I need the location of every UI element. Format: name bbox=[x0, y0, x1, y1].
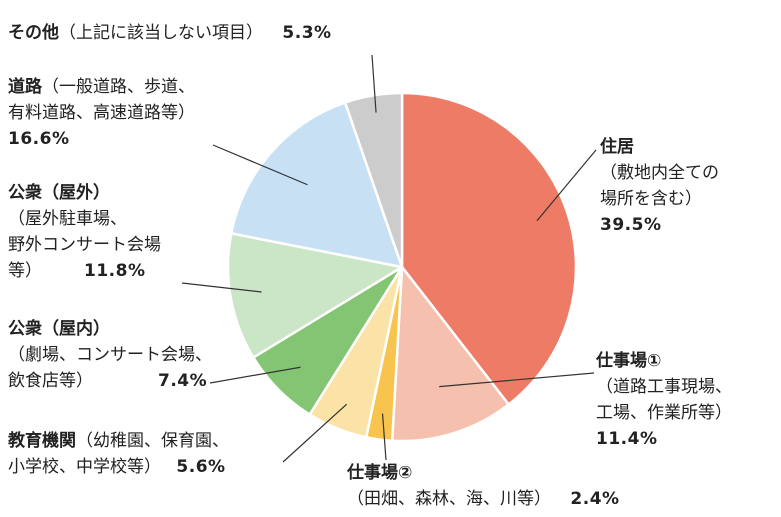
label-residence-name: 住居 bbox=[600, 137, 634, 157]
label-road: 道路（一般道路、歩道、 有料道路、高速道路等） 16.6% bbox=[8, 74, 195, 152]
leader-line-residence bbox=[536, 149, 597, 222]
label-public-outdoor-detail: （屋外駐車場、 野外コンサート会場 等） bbox=[8, 209, 161, 281]
pie-slice-workplace-1 bbox=[390, 265, 510, 443]
label-public-indoor: 公衆（屋内） （劇場、コンサート会場、 飲食店等） 7.4% bbox=[8, 316, 212, 394]
label-road-detail: （一般道路、歩道、 有料道路、高速道路等） bbox=[8, 77, 195, 123]
label-road-line1: 道路（一般道路、歩道、 有料道路、高速道路等） bbox=[8, 74, 195, 126]
label-road-name: 道路 bbox=[8, 77, 42, 97]
label-other-detail: （上記に該当しない項目） bbox=[59, 23, 263, 43]
label-residence: 住居 （敷地内全ての 場所を含む） 39.5% bbox=[600, 134, 719, 238]
pie-slice-residence bbox=[400, 91, 578, 406]
label-other: その他（上記に該当しない項目） 5.3% bbox=[8, 20, 332, 46]
pie-slice-public-outdoor bbox=[226, 232, 404, 359]
label-public-outdoor-name: 公衆（屋外） bbox=[8, 183, 110, 203]
label-public-outdoor: 公衆（屋外） （屋外駐車場、 野外コンサート会場 等） 11.8% bbox=[8, 180, 161, 284]
leader-line-education bbox=[282, 403, 348, 463]
label-public-indoor-name: 公衆（屋内） bbox=[8, 319, 110, 339]
label-public-indoor-detail: （劇場、コンサート会場、 飲食店等） bbox=[8, 345, 212, 391]
label-workplace-2: 仕事場② （田畑、森林、海、川等） 2.4% bbox=[347, 460, 620, 512]
label-workplace-2-value: 2.4% bbox=[570, 489, 620, 509]
label-education-line1: 教育機関（幼稚園、保育園、 小学校、中学校等） 5.6% bbox=[8, 428, 229, 480]
label-education: 教育機関（幼稚園、保育園、 小学校、中学校等） 5.6% bbox=[8, 428, 229, 480]
label-workplace-1: 仕事場① （道路工事現場、 工場、作業所等） 11.4% bbox=[596, 348, 732, 452]
pie-slices bbox=[226, 91, 578, 443]
leader-line-workplace-2 bbox=[381, 413, 387, 461]
leader-line-public-indoor bbox=[209, 366, 301, 384]
leader-line-other bbox=[371, 54, 377, 113]
label-workplace-2-line: （田畑、森林、海、川等） 2.4% bbox=[347, 486, 620, 512]
label-workplace-1-value: 11.4% bbox=[596, 429, 658, 449]
leader-line-workplace-1 bbox=[439, 372, 595, 388]
leader-line-road bbox=[212, 144, 308, 186]
label-workplace-1-detail: （道路工事現場、 工場、作業所等） bbox=[596, 377, 732, 423]
label-other-name: その他 bbox=[8, 23, 59, 43]
label-education-detail: （幼稚園、保育園、 小学校、中学校等） bbox=[8, 431, 229, 477]
pie-slice-other bbox=[343, 91, 404, 269]
label-workplace-1-name: 仕事場① bbox=[596, 351, 662, 371]
label-other-value: 5.3% bbox=[282, 23, 332, 43]
leader-line-public-outdoor bbox=[181, 282, 262, 293]
label-education-name: 教育機関 bbox=[8, 431, 76, 451]
leader-lines bbox=[181, 54, 597, 463]
label-residence-value: 39.5% bbox=[600, 215, 662, 235]
label-public-indoor-value: 7.4% bbox=[158, 371, 208, 391]
label-public-outdoor-value: 11.8% bbox=[84, 261, 146, 281]
label-workplace-2-name: 仕事場② bbox=[347, 463, 413, 483]
label-road-value: 16.6% bbox=[8, 129, 70, 149]
label-workplace-2-detail: （田畑、森林、海、川等） bbox=[347, 489, 551, 509]
label-residence-detail: （敷地内全ての 場所を含む） bbox=[600, 163, 719, 209]
label-education-value: 5.6% bbox=[176, 457, 226, 477]
